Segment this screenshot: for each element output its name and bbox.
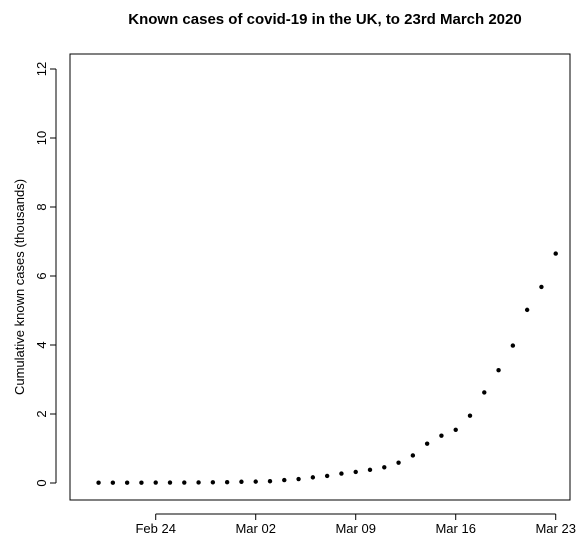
data-point xyxy=(424,441,430,446)
data-point xyxy=(296,476,301,482)
data-point xyxy=(267,479,273,484)
data-point xyxy=(467,413,473,418)
x-tick-label: Mar 09 xyxy=(335,521,375,536)
data-point xyxy=(210,480,216,485)
data-point xyxy=(310,475,316,480)
data-point xyxy=(167,480,173,485)
y-tick-label: 4 xyxy=(34,341,49,348)
data-point xyxy=(482,390,487,395)
data-point xyxy=(410,453,416,458)
y-tick-label: 12 xyxy=(34,62,49,76)
data-point xyxy=(253,479,258,484)
x-tick-label: Mar 23 xyxy=(535,521,575,536)
y-tick-label: 0 xyxy=(34,479,49,486)
y-tick-label: 2 xyxy=(34,410,49,417)
data-point xyxy=(239,479,244,484)
y-tick-label: 10 xyxy=(34,131,49,145)
data-point xyxy=(96,480,101,485)
data-point xyxy=(339,471,344,476)
x-tick-label: Feb 24 xyxy=(135,521,175,536)
data-point xyxy=(110,480,116,485)
data-point xyxy=(324,473,330,479)
data-point xyxy=(396,460,401,465)
data-point xyxy=(196,480,201,485)
x-tick-label: Mar 02 xyxy=(235,521,275,536)
data-points xyxy=(96,251,558,485)
data-point xyxy=(539,284,544,290)
data-point xyxy=(182,480,187,485)
data-point xyxy=(353,469,358,475)
x-tick-label: Mar 16 xyxy=(435,521,475,536)
data-point xyxy=(510,343,516,348)
data-point xyxy=(224,480,230,485)
y-axis-label: Cumulative known cases (thousands) xyxy=(12,179,27,395)
data-point xyxy=(282,477,287,483)
data-point xyxy=(439,433,444,438)
data-point xyxy=(382,465,387,470)
y-axis: 0 2 4 6 8 10 12 xyxy=(34,62,57,487)
data-point xyxy=(124,480,130,485)
data-point xyxy=(553,251,558,256)
data-point xyxy=(367,467,373,473)
data-point xyxy=(524,307,530,313)
chart-title: Known cases of covid-19 in the UK, to 23… xyxy=(128,11,521,28)
y-tick-label: 6 xyxy=(34,272,49,279)
data-point xyxy=(139,480,144,485)
plot-frame xyxy=(69,53,571,501)
y-tick-label: 8 xyxy=(34,203,49,210)
data-point xyxy=(453,427,458,432)
data-point xyxy=(496,368,501,373)
data-point xyxy=(153,480,158,485)
x-axis: Feb 24 Mar 02 Mar 09 Mar 16 Mar 23 xyxy=(135,513,576,536)
